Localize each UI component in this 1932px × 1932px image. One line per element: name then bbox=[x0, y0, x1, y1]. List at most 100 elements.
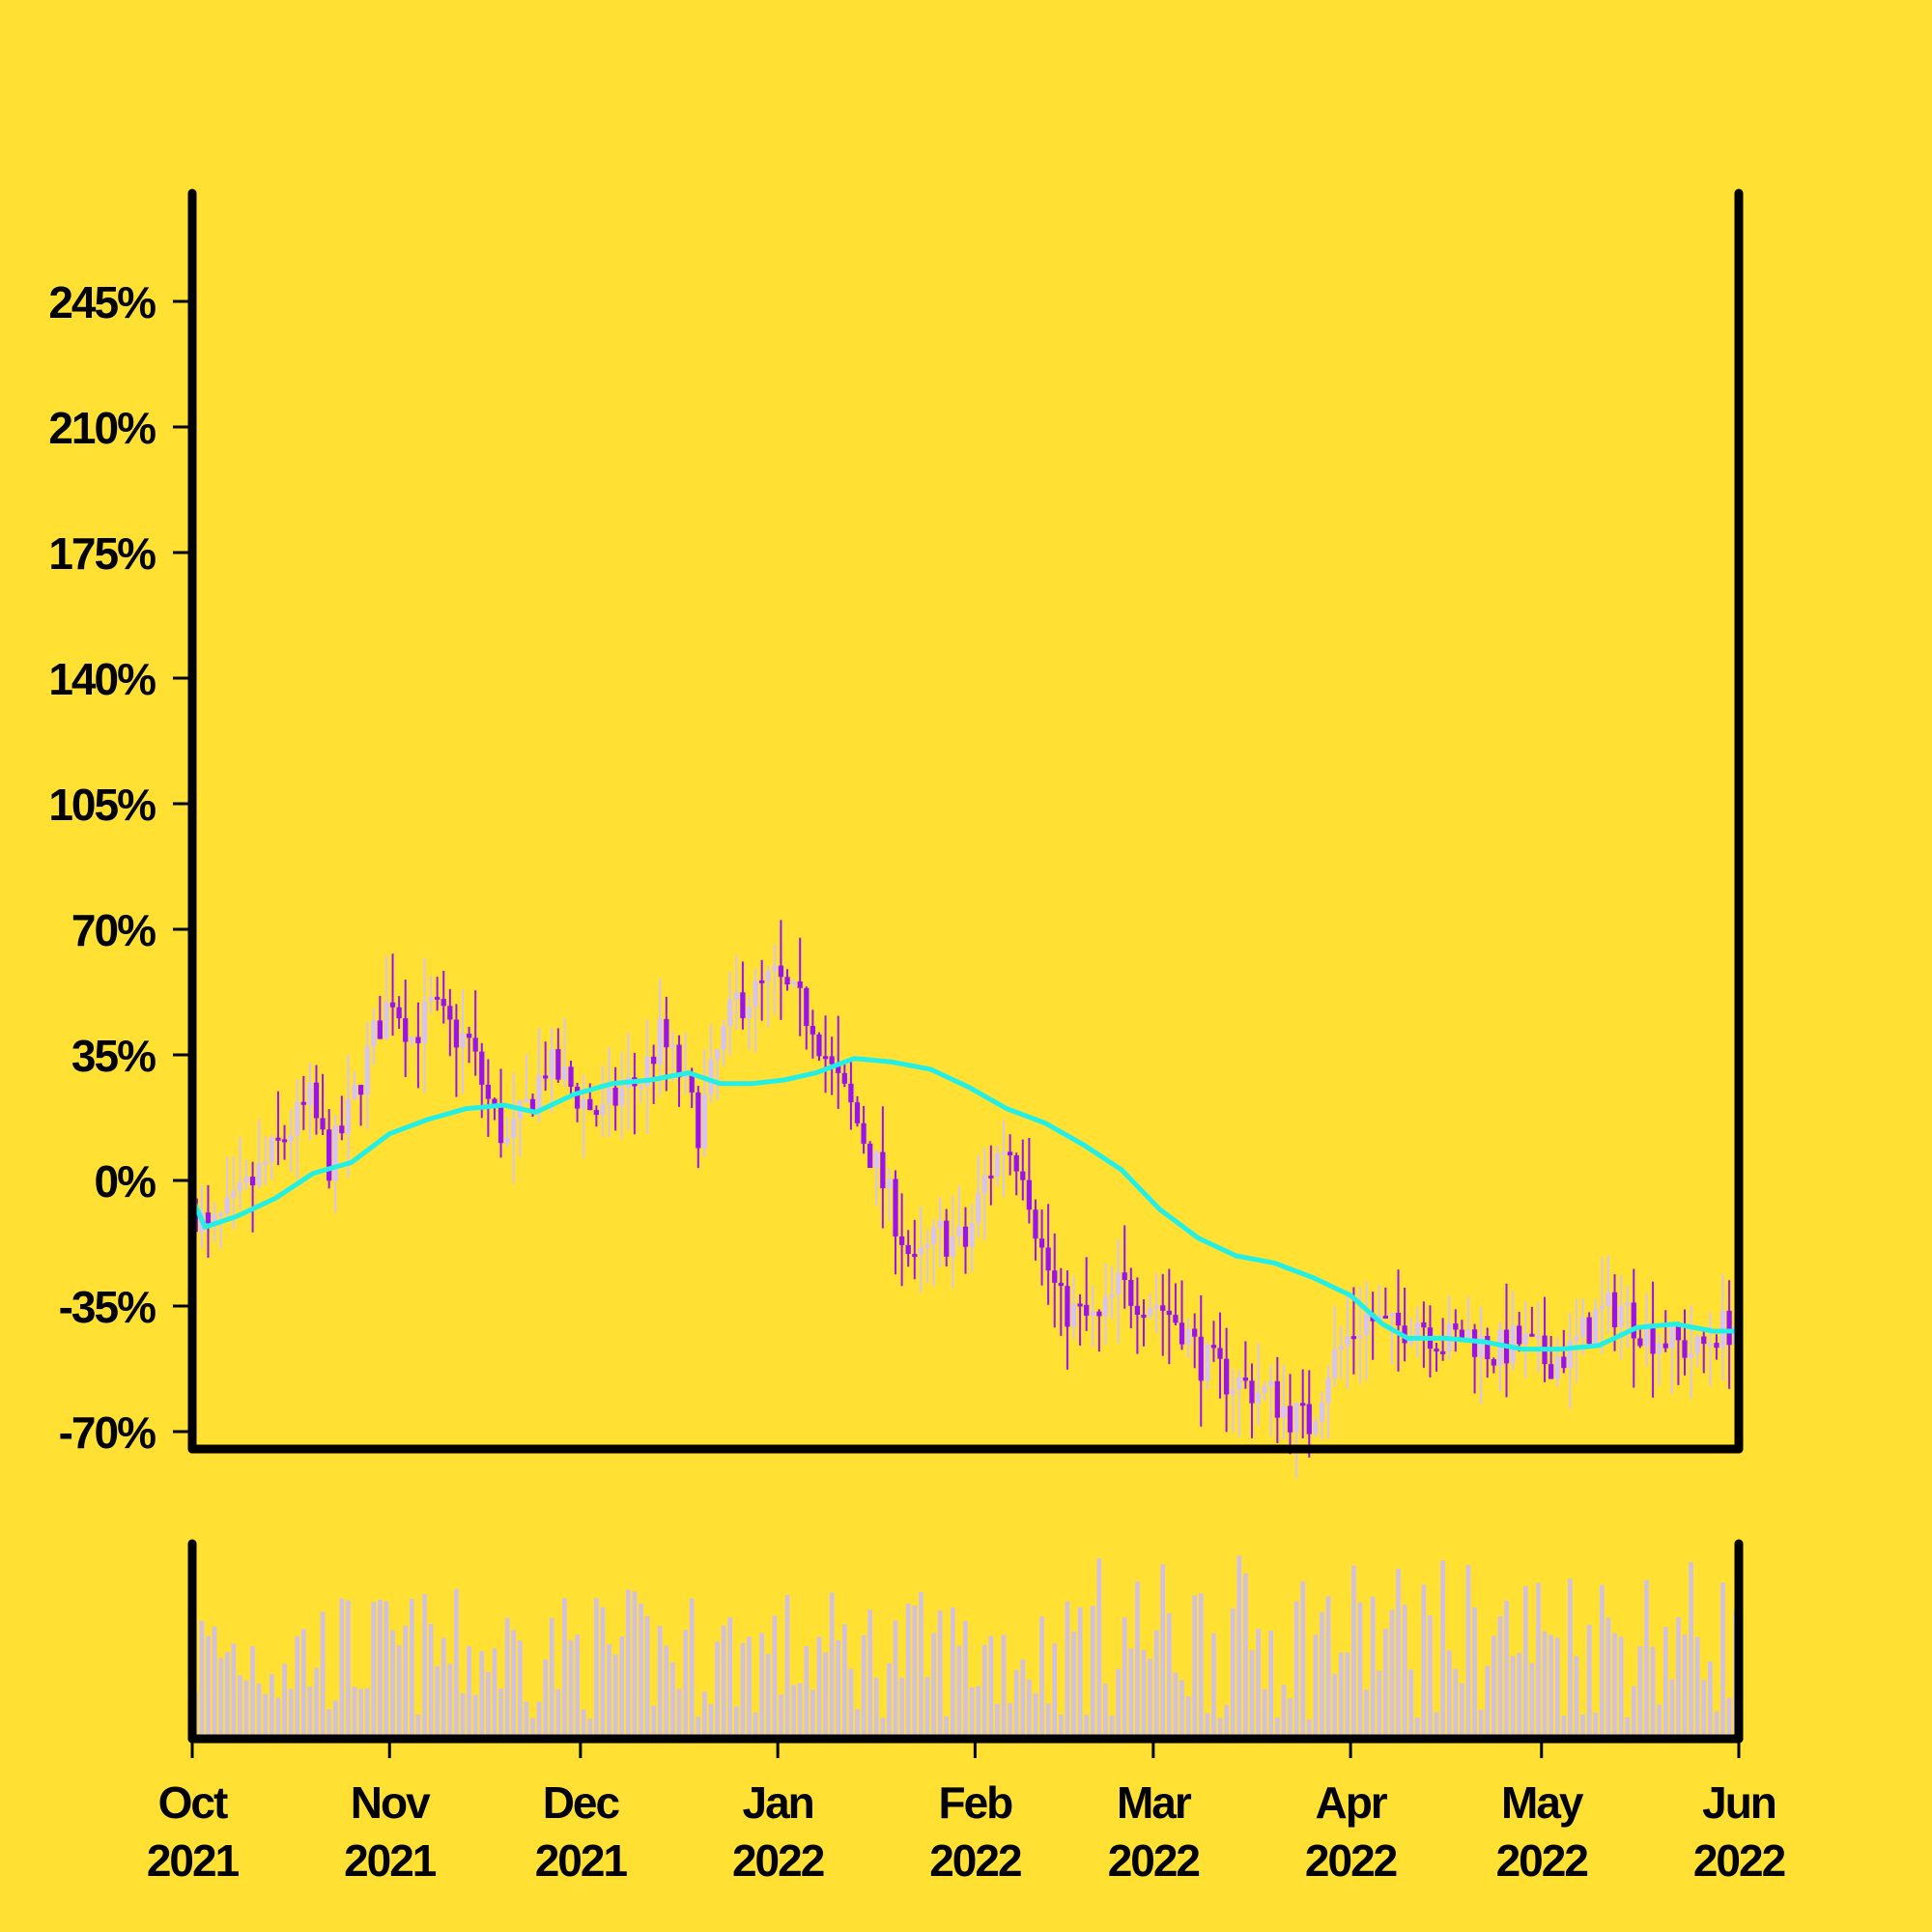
candle-body bbox=[1707, 1343, 1713, 1347]
volume-bar bbox=[1383, 1629, 1388, 1739]
candle-body bbox=[1153, 1305, 1159, 1309]
volume-bar bbox=[1185, 1696, 1191, 1739]
x-tick-label-year: 2022 bbox=[1305, 1835, 1397, 1886]
volume-bar bbox=[893, 1620, 898, 1739]
volume-bar bbox=[364, 1688, 370, 1739]
candle-body bbox=[212, 1214, 217, 1224]
candle-body bbox=[1363, 1314, 1370, 1336]
volume-bar bbox=[1192, 1595, 1197, 1739]
candle-body bbox=[364, 1046, 370, 1095]
candle-body bbox=[1058, 1282, 1064, 1287]
volume-bar bbox=[867, 1609, 872, 1739]
volume-bar bbox=[1268, 1630, 1274, 1739]
candle-body bbox=[1147, 1307, 1153, 1316]
volume-bar bbox=[1338, 1652, 1344, 1739]
candle-body bbox=[1205, 1345, 1210, 1381]
volume-bar bbox=[747, 1636, 752, 1739]
volume-bar bbox=[1414, 1717, 1420, 1739]
volume-bar bbox=[1612, 1633, 1617, 1739]
candle-body bbox=[415, 1037, 421, 1043]
volume-bar bbox=[1052, 1643, 1058, 1739]
candle-body bbox=[1249, 1380, 1255, 1404]
volume-bar bbox=[759, 1633, 764, 1739]
candle-body bbox=[912, 1254, 918, 1258]
volume-bar bbox=[727, 1617, 733, 1739]
candle-body bbox=[689, 1073, 695, 1093]
volume-bar bbox=[951, 1606, 955, 1739]
candle-body bbox=[504, 1137, 510, 1144]
volume-bar bbox=[1434, 1712, 1439, 1739]
volume-bar bbox=[1071, 1632, 1076, 1739]
candle-body bbox=[1007, 1151, 1013, 1155]
candle-body bbox=[295, 1101, 300, 1136]
candle-body bbox=[421, 1001, 428, 1043]
volume-bar bbox=[753, 1712, 758, 1739]
volume-bar bbox=[1090, 1605, 1095, 1739]
candle-body bbox=[435, 996, 440, 1000]
volume-bar bbox=[543, 1659, 548, 1739]
candle-body bbox=[409, 1037, 414, 1042]
candle-body bbox=[555, 1049, 561, 1080]
candle-body bbox=[497, 1104, 504, 1144]
candle-body bbox=[1414, 1321, 1420, 1339]
volume-bar bbox=[816, 1636, 822, 1739]
volume-bar bbox=[518, 1640, 523, 1739]
candle-body bbox=[377, 1020, 383, 1039]
volume-bar bbox=[530, 1718, 535, 1739]
candle-body bbox=[1185, 1328, 1191, 1345]
candle-body bbox=[263, 1161, 269, 1165]
volume-bar bbox=[1084, 1715, 1089, 1739]
volume-bar bbox=[581, 1709, 586, 1739]
candle-body bbox=[1657, 1343, 1662, 1354]
volume-bar bbox=[924, 1676, 930, 1739]
volume-bar bbox=[295, 1635, 300, 1739]
candle-body bbox=[924, 1243, 930, 1248]
candle-body bbox=[1611, 1292, 1618, 1328]
volume-bar bbox=[1039, 1616, 1044, 1739]
candle-body bbox=[440, 999, 446, 1007]
candle-body bbox=[1020, 1171, 1026, 1180]
candle-body bbox=[930, 1227, 937, 1244]
volume-bar bbox=[1428, 1615, 1433, 1739]
moving-average-line bbox=[189, 1056, 1739, 1352]
candle-body bbox=[1459, 1329, 1465, 1342]
volume-bar bbox=[1504, 1601, 1509, 1739]
volume-bar bbox=[524, 1701, 529, 1739]
candle-body bbox=[1485, 1335, 1491, 1360]
candle-body bbox=[829, 1056, 835, 1065]
volume-bar bbox=[919, 1592, 923, 1739]
volume-bar bbox=[1351, 1565, 1356, 1739]
volume-bar bbox=[1027, 1679, 1032, 1739]
volume-bar bbox=[1593, 1712, 1599, 1739]
volume-bar bbox=[275, 1697, 281, 1739]
candle-body bbox=[1319, 1402, 1325, 1422]
volume-bar bbox=[1077, 1606, 1083, 1739]
volume-bar bbox=[1045, 1703, 1051, 1739]
volume-bar bbox=[1421, 1584, 1427, 1739]
y-tick-label: 0% bbox=[95, 1156, 156, 1207]
candle-body bbox=[1357, 1335, 1363, 1339]
candle-body bbox=[606, 1087, 612, 1104]
volume-bar bbox=[1173, 1672, 1179, 1739]
candle-body bbox=[1179, 1322, 1185, 1345]
candle-body bbox=[1134, 1305, 1141, 1316]
volume-bar bbox=[575, 1634, 580, 1739]
candle-body bbox=[1128, 1280, 1134, 1306]
volume-bar bbox=[314, 1667, 319, 1739]
volume-bar bbox=[1440, 1560, 1445, 1739]
volume-bar bbox=[1720, 1582, 1725, 1739]
candle-body bbox=[765, 971, 771, 981]
candle-body bbox=[721, 1026, 726, 1050]
candle-body bbox=[1313, 1421, 1319, 1435]
candle-body bbox=[352, 1085, 357, 1100]
volume-bar bbox=[1472, 1606, 1477, 1739]
candle-body bbox=[1554, 1356, 1560, 1379]
candle-body bbox=[574, 1087, 581, 1109]
volume-bar bbox=[1408, 1669, 1413, 1739]
volume-bar bbox=[1325, 1596, 1331, 1739]
volume-bar bbox=[981, 1644, 987, 1739]
candle-body bbox=[657, 1018, 663, 1065]
candle-body bbox=[1599, 1305, 1605, 1310]
volume-bar bbox=[358, 1689, 363, 1739]
volume-bar bbox=[472, 1694, 478, 1739]
